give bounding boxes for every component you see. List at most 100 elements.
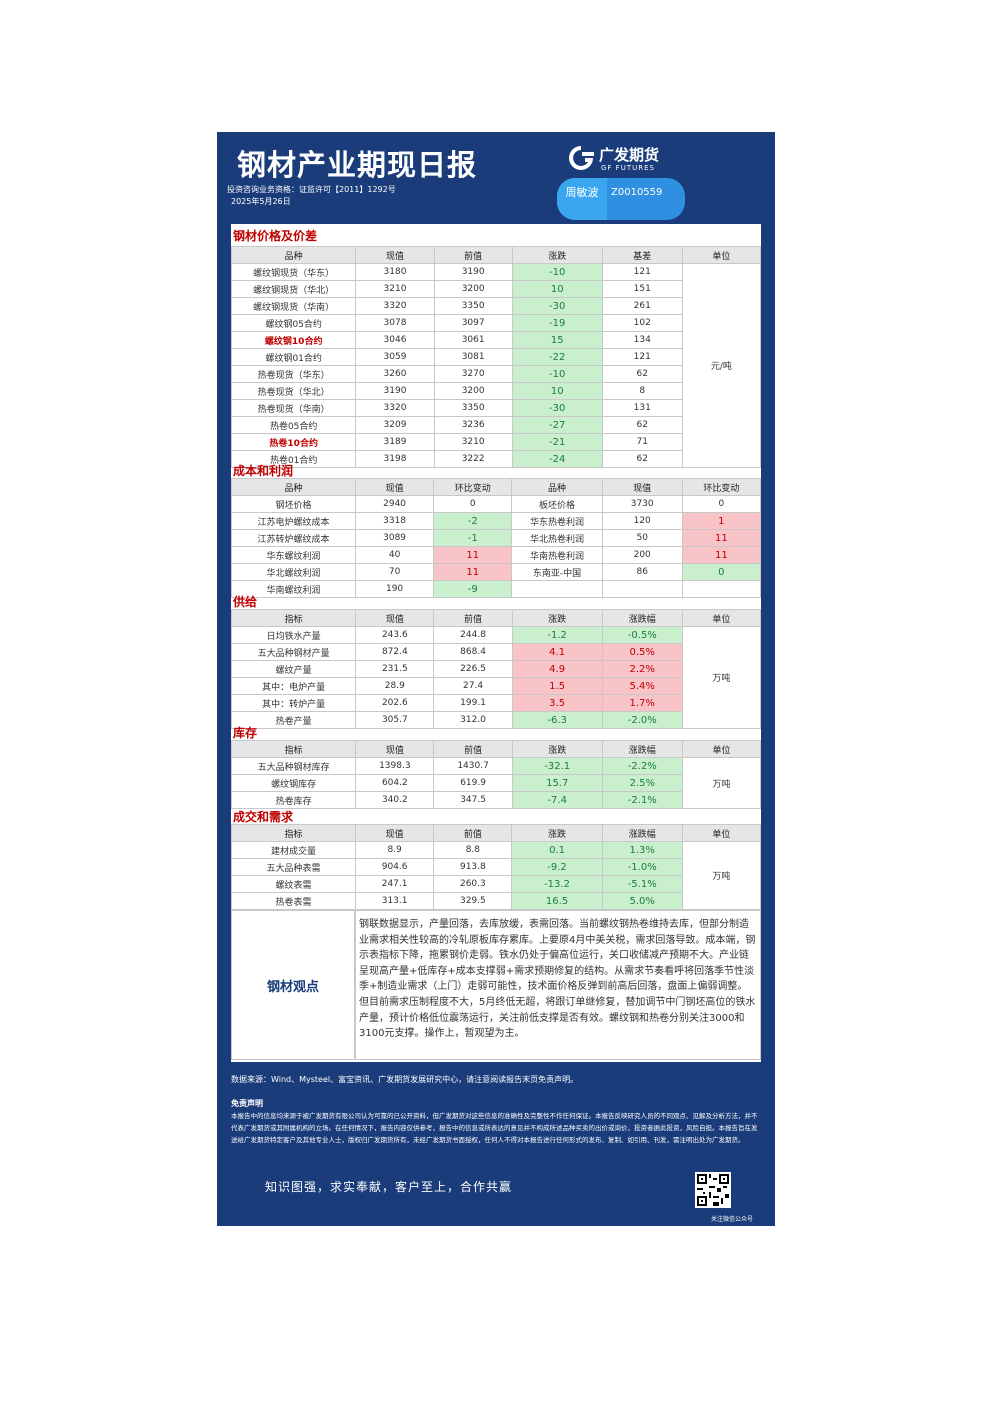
column-header: 指标 (231, 824, 356, 842)
analyst-cert: Z0010559 (611, 187, 663, 198)
change-value: -22 (511, 348, 603, 366)
row-name (511, 580, 603, 598)
change-percent: 1.7% (601, 694, 683, 712)
previous-value: 3350 (433, 297, 513, 315)
current-value: 70 (355, 563, 435, 581)
current-value: 3078 (355, 314, 435, 332)
change-percent: -2.2% (601, 757, 683, 775)
previous-value: 3200 (433, 382, 513, 400)
table-row: 热卷05合约 3209 3236 -27 62 (230, 416, 761, 434)
previous-value: 8.8 (433, 841, 513, 859)
change-percent: 0.5% (601, 643, 683, 661)
current-value: 305.7 (355, 711, 435, 729)
change-value: -10 (511, 263, 603, 281)
row-name: 热卷库存 (230, 791, 357, 809)
table-row: 热卷现货（华北） 3190 3200 10 8 (230, 382, 761, 400)
previous-value: 3236 (433, 416, 513, 434)
change-value: 11 (433, 563, 513, 581)
basis-value: 62 (601, 416, 683, 434)
table-row: 螺纹产量 231.5 226.5 4.9 2.2% (230, 660, 761, 678)
current-value: 3198 (355, 450, 435, 468)
change-value: 3.5 (511, 694, 603, 712)
change-value: -27 (511, 416, 603, 434)
unit-label: 万吨 (681, 626, 762, 729)
row-name: 螺纹钢现货（华北） (230, 280, 357, 298)
row-name: 螺纹钢现货（华东） (230, 263, 357, 281)
row-name: 华南螺纹利润 (230, 580, 357, 598)
report-frame: 钢材产业期现日报 投资咨询业务资格：证监许可【2011】1292号 2025年5… (217, 132, 775, 1226)
current-value: 40 (355, 546, 435, 564)
change-value: 1.5 (511, 677, 603, 695)
basis-value: 131 (601, 399, 683, 417)
row-name: 日均铁水产量 (230, 626, 357, 644)
basis-value: 71 (601, 433, 683, 451)
table-row: 五大品种钢材产量 872.4 868.4 4.1 0.5% (230, 643, 761, 661)
previous-value: 3222 (433, 450, 513, 468)
change-value: -19 (511, 314, 603, 332)
column-header: 品种 (230, 246, 357, 264)
column-header: 涨跌幅 (601, 824, 683, 842)
change-value: -21 (511, 433, 603, 451)
table-row: 钢坯价格 2940 0 板坯价格 3730 0 (230, 495, 762, 513)
change-value: -6.3 (511, 711, 603, 729)
current-value: 120 (601, 512, 683, 530)
row-name: 热卷10合约 (230, 433, 357, 451)
table-row: 热卷10合约 3189 3210 -21 71 (230, 433, 761, 451)
row-name: 热卷现货（华南） (230, 399, 357, 417)
previous-value: 260.3 (433, 875, 513, 893)
row-name: 螺纹钢现货（华南） (230, 297, 357, 315)
change-value: 11 (681, 529, 762, 547)
current-value: 247.1 (354, 875, 435, 893)
column-header: 前值 (433, 740, 513, 758)
table-row: 螺纹钢现货（华北） 3210 3200 10 151 (230, 280, 761, 298)
unit-label: 元/吨 (681, 263, 762, 468)
change-value: 0.1 (511, 841, 603, 859)
gf-logo-icon (569, 146, 594, 170)
current-value: 3209 (355, 416, 435, 434)
table-row: 华南螺纹利润 190 -9 (230, 580, 762, 598)
previous-value: 347.5 (433, 791, 513, 809)
current-value: 200 (601, 546, 683, 564)
row-name: 其中：电炉产量 (230, 677, 357, 695)
column-header: 单位 (681, 246, 762, 264)
current-value: 3046 (355, 331, 435, 349)
table-row: 其中：转炉产量 202.6 199.1 3.5 1.7% (230, 694, 761, 712)
change-value (681, 580, 762, 598)
change-percent: 5.4% (601, 677, 683, 695)
table-row: 华北螺纹利润 70 11 东南亚-中国 86 0 (230, 563, 762, 581)
analyst-badge: 周敏波 Z0010559 (557, 178, 685, 220)
row-name: 五大品种钢材产量 (230, 643, 357, 661)
table-row: 螺纹钢01合约 3059 3081 -22 121 (230, 348, 761, 366)
current-value: 1398.3 (355, 757, 435, 775)
previous-value: 3270 (433, 365, 513, 383)
table-row: 热卷01合约 3198 3222 -24 62 (230, 450, 761, 468)
row-name: 江苏电炉螺纹成本 (230, 512, 357, 530)
change-percent: -0.5% (601, 626, 683, 644)
row-name: 螺纹表需 (231, 875, 356, 893)
table-row: 热卷库存 340.2 347.5 -7.4 -2.1% (230, 791, 761, 809)
column-header: 涨跌 (511, 246, 603, 264)
current-value: 872.4 (355, 643, 435, 661)
table-row: 螺纹钢现货（华东） 3180 3190 -10 121 元/吨 (230, 263, 762, 468)
previous-value: 329.5 (433, 892, 513, 910)
column-header: 涨跌幅 (601, 740, 683, 758)
current-value: 202.6 (355, 694, 435, 712)
current-value: 3059 (355, 348, 435, 366)
qr-label: 关注微信公众号 (711, 1216, 754, 1223)
table-header-row: 指标 现值 前值 涨跌 涨跌幅 单位 (230, 740, 762, 758)
current-value: 3730 (601, 495, 683, 513)
current-value: 3190 (355, 382, 435, 400)
row-name: 钢坯价格 (230, 495, 357, 513)
column-header: 现值 (355, 609, 435, 627)
change-value: 0 (433, 495, 513, 513)
row-name: 螺纹钢10合约 (230, 331, 357, 349)
qr-code-icon (695, 1172, 731, 1208)
column-header: 环比变动 (681, 478, 762, 496)
basis-value: 102 (601, 314, 683, 332)
column-header: 现值 (355, 478, 435, 496)
column-header: 环比变动 (433, 478, 513, 496)
table-row: 螺纹钢库存 604.2 619.9 15.7 2.5% (230, 774, 761, 792)
basis-value: 62 (601, 450, 683, 468)
row-name: 华北热卷利润 (511, 529, 603, 547)
current-value: 3180 (355, 263, 435, 281)
